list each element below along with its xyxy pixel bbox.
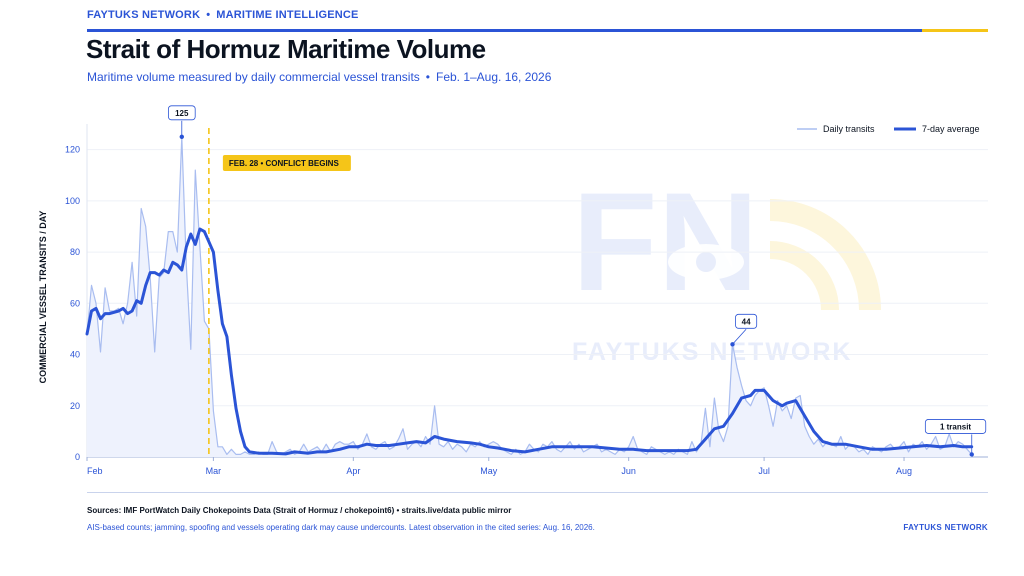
- legend-label-7-day-average: 7-day average: [922, 124, 980, 134]
- subtitle-separator: •: [425, 70, 430, 84]
- daily-transits-area: [87, 136, 972, 458]
- callout-leader: [732, 329, 747, 345]
- legend-label-daily-transits: Daily transits: [823, 124, 875, 134]
- y-tick-label: 20: [70, 401, 80, 411]
- y-tick-label: 80: [70, 247, 80, 257]
- event-label-badge: [222, 155, 351, 171]
- x-tick-label: Feb: [87, 466, 103, 476]
- methodology-note: AIS-based counts; jamming, spoofing and …: [87, 523, 595, 532]
- x-tick-label: Aug: [896, 466, 912, 476]
- callout-label: 1 transit: [940, 422, 971, 431]
- footer-rule: [87, 492, 988, 493]
- callout-label: 44: [742, 317, 751, 326]
- gridlines: [86, 124, 988, 458]
- kicker-separator: •: [206, 9, 211, 21]
- x-axis: Feb Mar Apr May Jun Jul Aug: [86, 457, 912, 476]
- callout-box: [924, 419, 987, 434]
- x-tick-label: Jul: [758, 466, 770, 476]
- subtitle-measure: Maritime volume measured by daily commer…: [87, 70, 420, 84]
- y-tick-label: 0: [75, 452, 80, 462]
- watermark: FN FAYTUKS NETWORK: [572, 163, 881, 366]
- y-tick-label: 120: [65, 145, 80, 155]
- callout-box: [167, 105, 196, 121]
- sources-note: Sources: IMF PortWatch Daily Chokepoints…: [87, 506, 512, 515]
- header-rule: [87, 29, 922, 32]
- watermark-eye-pupil-icon: [696, 252, 716, 272]
- event-label: FEB. 28 • CONFLICT BEGINS: [229, 159, 340, 168]
- callout-label: 125: [175, 109, 189, 118]
- watermark-letters: FN: [572, 163, 759, 320]
- series-line-7-day-average: [85, 227, 974, 456]
- x-tick-label: May: [480, 466, 498, 476]
- y-tick-label: 40: [70, 350, 80, 360]
- y-tick-label: 100: [65, 196, 80, 206]
- y-axis-label: COMMERCIAL VESSEL TRANSITS / DAY: [38, 211, 48, 384]
- page-title: Strait of Hormuz Maritime Volume: [86, 34, 486, 64]
- kicker: FAYTUKS NETWORK • MARITIME INTELLIGENCE: [87, 9, 359, 21]
- callout-box: [735, 313, 758, 329]
- legend: Daily transits 7-day average: [797, 124, 980, 134]
- x-tick-label: Mar: [206, 466, 222, 476]
- series-line-daily-transits: [86, 136, 973, 455]
- footer-brand: FAYTUKS NETWORK: [903, 523, 988, 532]
- kicker-section: MARITIME INTELLIGENCE: [216, 9, 359, 21]
- subtitle-date-range: Feb. 1–Aug. 16, 2026: [435, 70, 552, 84]
- watermark-signal-arc-icon: [769, 241, 839, 311]
- kicker-network: FAYTUKS NETWORK: [87, 9, 201, 21]
- header-rule-accent: [922, 29, 988, 32]
- y-tick-label: 60: [70, 298, 80, 308]
- plot-area: FEB. 28 • CONFLICT BEGINS 125 44 1 transit: [85, 105, 987, 458]
- x-tick-label: Jun: [621, 466, 636, 476]
- watermark-text: FAYTUKS NETWORK: [572, 338, 852, 366]
- y-axis: 0 20 40 60 80 100 120: [65, 145, 80, 462]
- x-tick-label: Apr: [346, 466, 360, 476]
- page-subtitle: Maritime volume measured by daily commer…: [87, 70, 551, 84]
- watermark-signal-arc-icon: [769, 199, 881, 311]
